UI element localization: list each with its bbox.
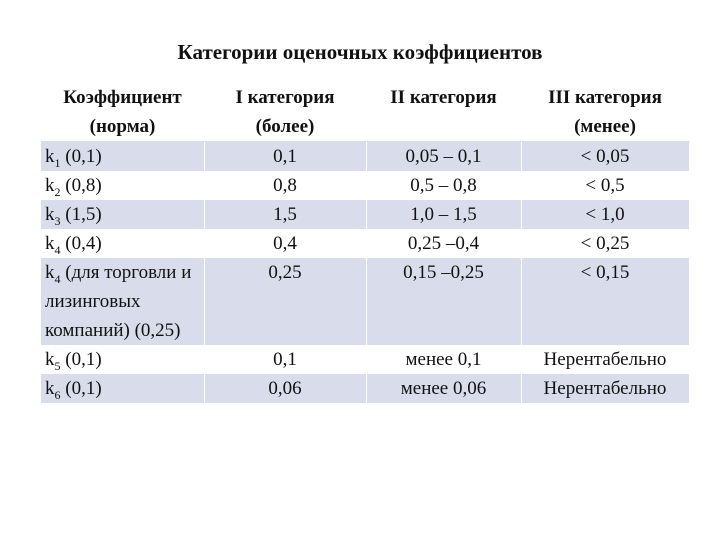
coefficient-name: k6 (0,1) [41, 374, 205, 403]
header-category-1-line1: I категория [235, 87, 335, 108]
table-row: k6 (0,1) 0,06 менее 0,06 Нерентабельно [41, 374, 690, 403]
coefficient-name: k1 (0,1) [41, 141, 205, 171]
table-row: k5 (0,1) 0,1 менее 0,1 Нерентабельно [41, 345, 690, 374]
category-2-value: 0,5 – 0,8 [366, 171, 522, 200]
coefficient-symbol: k [45, 233, 55, 254]
category-2-value: менее 0,06 [366, 374, 522, 403]
table-row: k1 (0,1) 0,1 0,05 – 0,1 < 0,05 [41, 141, 690, 171]
category-2-value: менее 0,1 [366, 345, 522, 374]
table-header-row: Коэффициент (норма) I категория (более) … [41, 83, 689, 142]
header-category-2: II категория [366, 83, 521, 142]
header-category-3-line2: (менее) [574, 116, 636, 137]
coefficient-subscript: 5 [54, 358, 61, 373]
coefficient-subscript: 6 [54, 387, 61, 402]
category-2-value: 0,05 – 0,1 [366, 141, 522, 171]
category-3-value: < 0,15 [521, 258, 690, 345]
coefficient-symbol: k [45, 204, 55, 225]
header-coefficient-line1: Коэффициент [63, 87, 182, 108]
coefficient-norm: (0,1) [60, 378, 102, 399]
coefficient-norm: (для торговли и лизинговых компаний) (0,… [45, 262, 192, 341]
coefficient-norm: (0,8) [60, 175, 102, 196]
coefficient-norm: (0,1) [60, 146, 102, 167]
coefficient-norm: (0,4) [60, 233, 102, 254]
coefficient-subscript: 3 [54, 213, 61, 228]
category-3-value: < 0,5 [521, 171, 690, 200]
coefficient-symbol: k [45, 262, 55, 283]
header-category-1-line2: (более) [255, 116, 315, 137]
coefficient-norm: (0,1) [60, 349, 102, 370]
coefficient-symbol: k [45, 146, 55, 167]
header-category-2-line1: II категория [390, 87, 497, 108]
header-coefficient: Коэффициент (норма) [41, 83, 204, 142]
category-1-value: 0,8 [204, 171, 367, 200]
category-2-value: 1,0 – 1,5 [366, 200, 522, 229]
coefficients-table: Коэффициент (норма) I категория (более) … [41, 83, 690, 403]
category-1-value: 0,25 [204, 258, 367, 345]
category-3-value: Нерентабельно [521, 374, 690, 403]
category-2-value: 0,25 –0,4 [366, 229, 522, 258]
table-row: k2 (0,8) 0,8 0,5 – 0,8 < 0,5 [41, 171, 690, 200]
header-category-3: III категория (менее) [521, 83, 689, 142]
coefficient-name: k5 (0,1) [41, 345, 205, 374]
coefficient-subscript: 1 [54, 155, 61, 170]
category-1-value: 0,1 [204, 141, 367, 171]
coefficient-symbol: k [45, 175, 55, 196]
slide-title: Категории оценочных коэффициентов [177, 40, 543, 64]
category-1-value: 0,1 [204, 345, 367, 374]
coefficient-subscript: 2 [54, 184, 61, 199]
coefficient-subscript: 4 [54, 242, 61, 257]
coefficient-name: k4 (0,4) [41, 229, 205, 258]
header-category-1: I категория (более) [204, 83, 366, 142]
category-3-value: Нерентабельно [521, 345, 690, 374]
category-3-value: < 0,25 [521, 229, 690, 258]
header-coefficient-line2: (норма) [89, 116, 156, 137]
table-row: k4 (0,4) 0,4 0,25 –0,4 < 0,25 [41, 229, 690, 258]
coefficient-norm: (1,5) [60, 204, 102, 225]
category-1-value: 1,5 [204, 200, 367, 229]
table-row: k3 (1,5) 1,5 1,0 – 1,5 < 1,0 [41, 200, 690, 229]
coefficient-name: k3 (1,5) [41, 200, 205, 229]
category-2-value: 0,15 –0,25 [366, 258, 522, 345]
coefficient-name: k4 (для торговли и лизинговых компаний) … [41, 258, 205, 345]
category-3-value: < 1,0 [521, 200, 690, 229]
table-row: k4 (для торговли и лизинговых компаний) … [41, 258, 690, 345]
coefficient-symbol: k [45, 378, 55, 399]
header-category-3-line1: III категория [548, 87, 662, 108]
coefficient-symbol: k [45, 349, 55, 370]
category-1-value: 0,4 [204, 229, 367, 258]
coefficient-subscript: 4 [54, 271, 61, 286]
coefficient-name: k2 (0,8) [41, 171, 205, 200]
category-1-value: 0,06 [204, 374, 367, 403]
category-3-value: < 0,05 [521, 141, 690, 171]
